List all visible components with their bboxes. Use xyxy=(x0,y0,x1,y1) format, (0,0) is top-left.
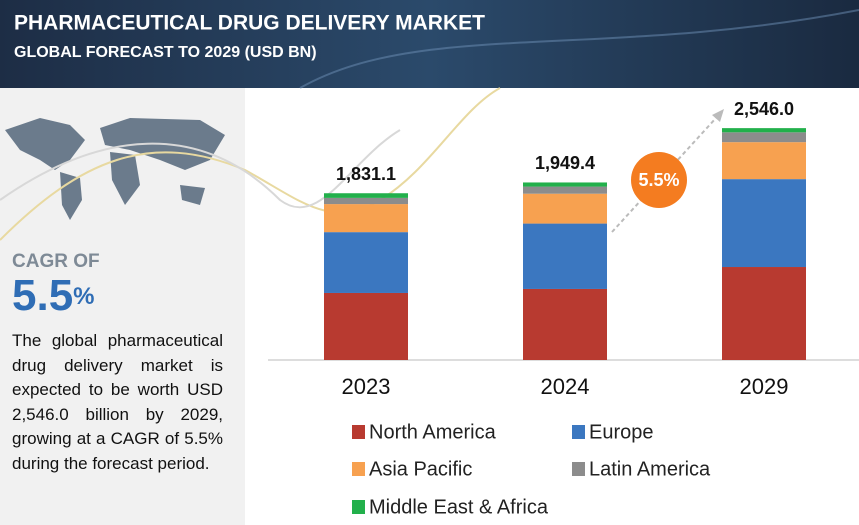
bar-segment xyxy=(324,232,408,293)
legend-label: Asia Pacific xyxy=(369,458,472,480)
decor-curve xyxy=(0,129,401,209)
header-decor xyxy=(299,9,859,89)
legend-label: North America xyxy=(369,421,497,443)
x-tick-label: 2024 xyxy=(541,374,590,399)
arrow-head xyxy=(712,109,724,122)
header-band xyxy=(0,0,859,88)
x-tick-label: 2029 xyxy=(740,374,789,399)
total-label: 1,831.1 xyxy=(336,164,396,184)
bar-segment xyxy=(324,204,408,233)
bar-segment xyxy=(722,132,806,143)
bar-segment xyxy=(523,223,607,289)
cagr-number: 5.5 xyxy=(12,271,73,320)
legend-label: Latin America xyxy=(589,458,711,480)
bar-segment xyxy=(324,292,408,360)
bar-segment xyxy=(523,288,607,360)
legend-swatch xyxy=(572,462,585,476)
cagr-bubble xyxy=(631,152,687,208)
total-label: 1,949.4 xyxy=(535,153,595,173)
subtitle: GLOBAL FORECAST TO 2029 (USD BN) xyxy=(14,44,317,61)
cagr-unit: % xyxy=(73,283,94,310)
bar-segment xyxy=(523,186,607,194)
legend-swatch xyxy=(352,500,365,514)
bar-segment xyxy=(523,193,607,224)
title: PHARMACEUTICAL DRUG DELIVERY MARKET xyxy=(14,12,485,35)
bar-segment xyxy=(722,128,806,133)
cagr-value: 5.5% xyxy=(12,271,95,320)
bar-segment xyxy=(324,197,408,205)
cagr-bubble-label: 5.5% xyxy=(638,170,679,190)
bar-segment xyxy=(523,182,607,187)
bar-segment xyxy=(324,193,408,198)
cagr-label: CAGR OF xyxy=(12,251,100,272)
description: The global pharmaceutical drug delivery … xyxy=(12,331,223,473)
legend-label: Middle East & Africa xyxy=(369,496,549,518)
legend-swatch xyxy=(352,425,365,439)
legend-swatch xyxy=(572,425,585,439)
bar-segment xyxy=(722,142,806,180)
legend-swatch xyxy=(352,462,365,476)
bar-segment xyxy=(722,179,806,268)
decor-curve xyxy=(0,87,501,241)
total-label: 2,546.0 xyxy=(734,99,794,119)
legend-label: Europe xyxy=(589,421,654,443)
bar-segment xyxy=(722,267,806,360)
x-tick-label: 2023 xyxy=(342,374,391,399)
